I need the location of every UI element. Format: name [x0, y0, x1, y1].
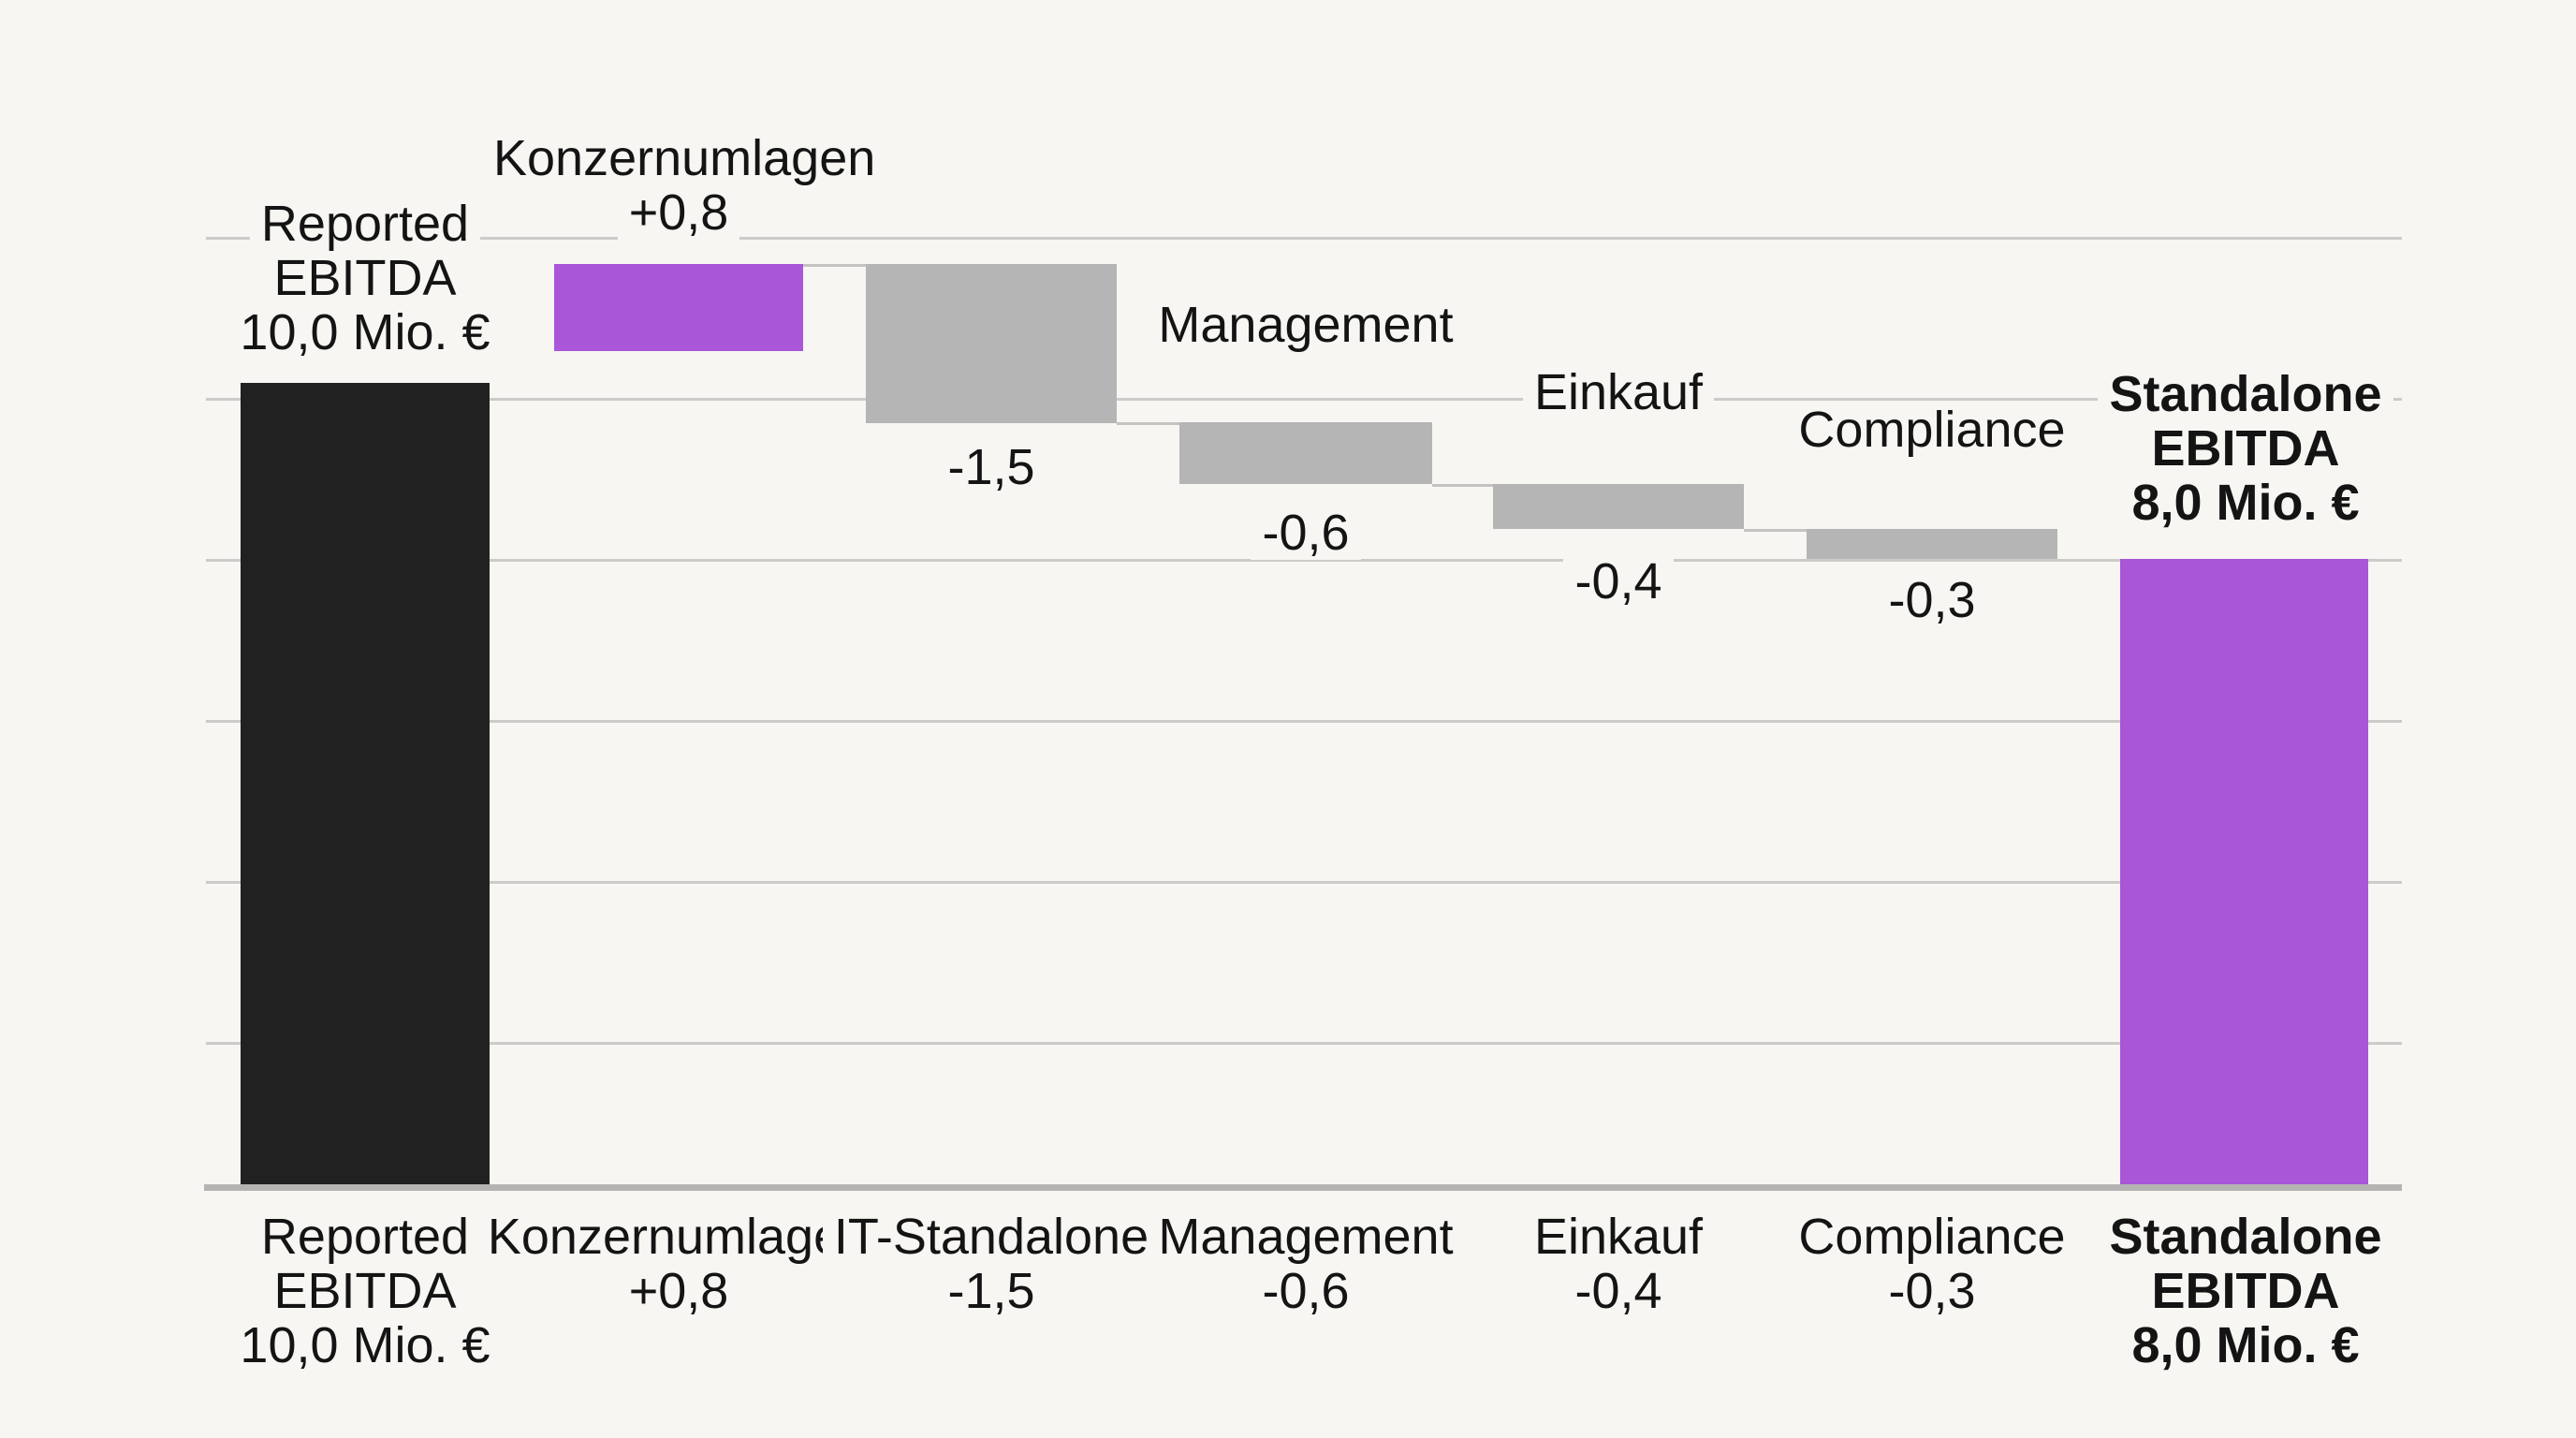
label-line: Einkauf — [1522, 365, 1715, 419]
label-line: Reported — [249, 1210, 481, 1264]
axis-label-compliance: Compliance -0,3 — [1726, 1210, 2138, 1318]
label-line: EBITDA — [2140, 421, 2351, 476]
label-reported-ebitda-top: Reported EBITDA 10,0 Mio. € — [168, 197, 562, 360]
axis-label-it-standalone: IT-Standalone -1,5 — [785, 1210, 1197, 1318]
label-line: 10,0 Mio. € — [228, 305, 502, 360]
label-line: +0,8 — [617, 185, 740, 240]
connector-line — [803, 264, 866, 267]
gridline — [206, 559, 2402, 562]
label-einkauf-top: Einkauf — [1422, 365, 1815, 419]
label-compliance-top: Compliance — [1735, 403, 2129, 457]
value-label-compliance: -0,3 — [1792, 573, 2072, 627]
label-line: Management — [1147, 298, 1465, 352]
label-line: Konzernumlagen — [482, 131, 887, 185]
label-line: -0,6 — [1251, 506, 1361, 560]
label-line: Management — [1147, 1210, 1465, 1264]
x-axis-line — [204, 1184, 2402, 1191]
label-line: -0,4 — [1563, 1264, 1674, 1318]
label-line: EBITDA — [2140, 1264, 2351, 1318]
bar-it-standalone — [866, 264, 1117, 423]
gridline — [206, 720, 2402, 723]
connector-line — [1117, 422, 1179, 425]
axis-label-konzernumlagen: Konzernumlagen +0,8 — [473, 1210, 885, 1318]
gridline — [206, 398, 2402, 401]
label-line: 8,0 Mio. € — [2120, 1318, 2371, 1372]
connector-line — [1744, 529, 1807, 532]
bar-management — [1179, 422, 1432, 484]
label-line: -1,5 — [936, 440, 1046, 494]
value-label-einkauf: -0,4 — [1478, 554, 1759, 609]
label-line: EBITDA — [262, 1264, 468, 1318]
label-standalone-ebitda-top: Standalone EBITDA 8,0 Mio. € — [2049, 367, 2442, 530]
label-konzernumlagen-top: Konzernumlagen +0,8 — [482, 131, 887, 240]
label-line: -0,6 — [1251, 1264, 1361, 1318]
label-line: -0,4 — [1563, 554, 1674, 609]
bar-konzernumlagen — [554, 264, 803, 351]
gridline — [206, 881, 2402, 884]
label-line: Reported — [249, 197, 481, 251]
gridline — [206, 1042, 2402, 1045]
bar-standalone-ebitda — [2120, 559, 2368, 1184]
label-line: 8,0 Mio. € — [2120, 476, 2371, 530]
label-line: -0,3 — [1877, 573, 1987, 627]
label-management-top: Management — [1109, 298, 1502, 352]
label-line: +0,8 — [617, 1264, 740, 1318]
label-line: Konzernumlagen — [476, 1210, 882, 1264]
label-line: Compliance — [1787, 403, 2077, 457]
bar-compliance — [1807, 529, 2057, 559]
label-line: Compliance — [1787, 1210, 2077, 1264]
label-line: IT-Standalone — [822, 1210, 1161, 1264]
bar-reported-ebitda — [241, 383, 490, 1184]
value-label-management: -0,6 — [1165, 506, 1446, 560]
gridline — [206, 237, 2402, 240]
label-line: EBITDA — [262, 251, 468, 305]
label-line: Standalone — [2098, 367, 2393, 421]
label-line: -0,3 — [1877, 1264, 1987, 1318]
value-label-it-standalone: -1,5 — [851, 440, 1132, 494]
axis-label-reported-ebitda: Reported EBITDA 10,0 Mio. € — [159, 1210, 571, 1372]
label-line: -1,5 — [936, 1264, 1046, 1318]
axis-label-standalone-ebitda: Standalone EBITDA 8,0 Mio. € — [2040, 1210, 2452, 1372]
label-line: Standalone — [2098, 1210, 2393, 1264]
bar-einkauf — [1493, 484, 1744, 529]
axis-label-einkauf: Einkauf -0,4 — [1412, 1210, 1824, 1318]
label-line: 10,0 Mio. € — [228, 1318, 502, 1372]
connector-line — [1432, 484, 1493, 487]
label-line: Einkauf — [1522, 1210, 1715, 1264]
axis-label-management: Management -0,6 — [1100, 1210, 1512, 1318]
